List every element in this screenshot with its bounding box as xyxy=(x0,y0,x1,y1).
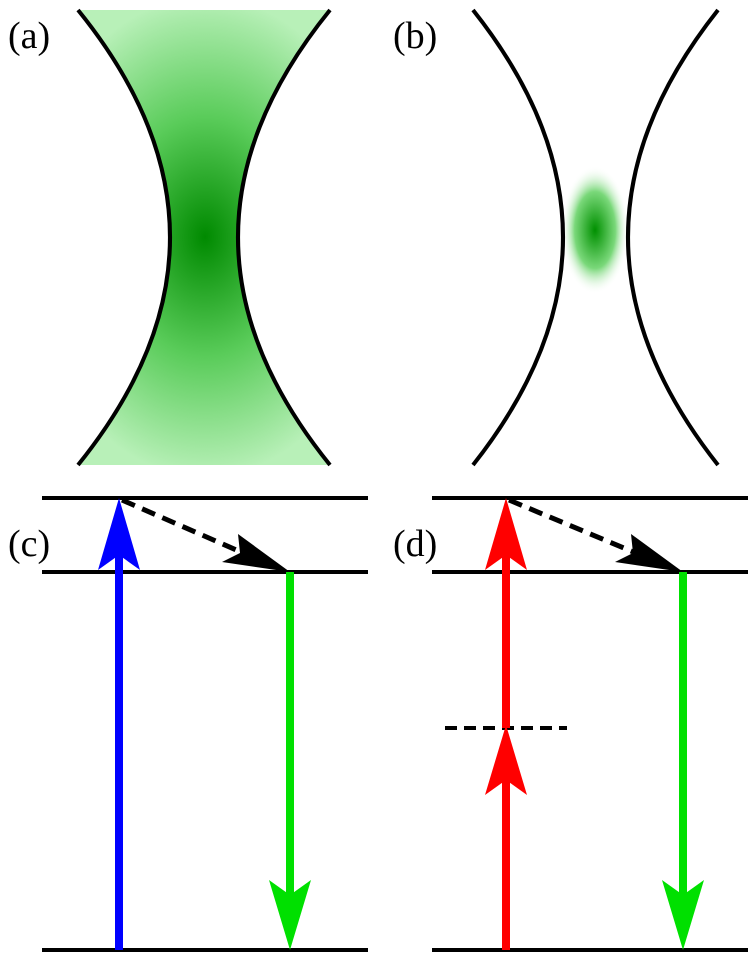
beam-fill xyxy=(78,10,330,465)
arrowhead xyxy=(615,534,683,572)
panel-label: (a) xyxy=(8,15,50,57)
energy-levels xyxy=(42,498,368,950)
relaxation-arrow xyxy=(509,500,643,556)
relaxation-arrow xyxy=(122,500,250,556)
arrowhead xyxy=(222,534,290,572)
figure: (a) (b) (c) (d) xyxy=(0,0,748,955)
beam-edge xyxy=(473,10,563,465)
energy-levels xyxy=(432,498,748,950)
panel-label: (c) xyxy=(8,523,50,565)
panel-label: (b) xyxy=(393,15,437,57)
beam-edge xyxy=(628,10,718,465)
focal-spot xyxy=(561,166,629,294)
panel-label: (d) xyxy=(393,523,437,565)
